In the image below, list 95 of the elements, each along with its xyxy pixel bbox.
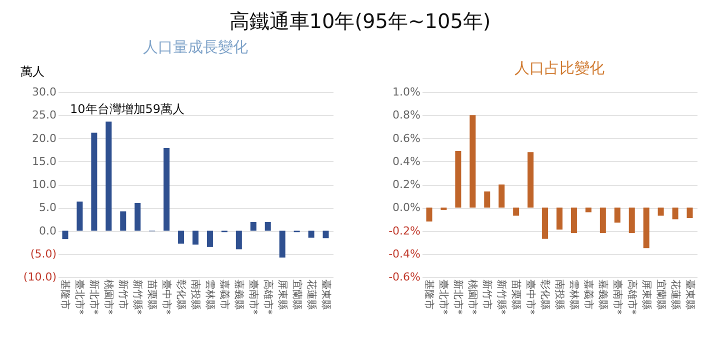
bar bbox=[672, 208, 678, 220]
bar bbox=[76, 202, 83, 231]
y-tick-label: -0.2% bbox=[388, 224, 420, 238]
x-tick-label: 臺東縣 bbox=[320, 280, 332, 310]
x-tick-label: 南投縣 bbox=[190, 280, 202, 310]
y-tick-label: 0.2% bbox=[392, 178, 420, 191]
bar bbox=[192, 230, 198, 245]
x-tick-label: 高雄市* bbox=[262, 280, 274, 314]
y-tick-label: 1.0% bbox=[392, 86, 420, 98]
bar bbox=[250, 222, 256, 231]
x-tick-label: 嘉義市 bbox=[582, 280, 594, 310]
x-tick-label: 新竹市 bbox=[117, 280, 130, 310]
x-tick-label: 屏東縣 bbox=[640, 280, 652, 310]
x-tick-label: 新竹縣* bbox=[496, 280, 508, 314]
bar bbox=[264, 222, 271, 231]
bar bbox=[236, 230, 242, 250]
bar bbox=[164, 148, 170, 231]
y-tick-label: -0.4% bbox=[388, 247, 420, 260]
y-tick-label: 0.6% bbox=[392, 132, 420, 145]
x-tick-label: 新北市* bbox=[452, 280, 464, 314]
bar bbox=[322, 230, 329, 238]
x-tick-label: 臺中市* bbox=[524, 280, 537, 314]
x-tick-label: 苗栗縣 bbox=[146, 280, 158, 310]
bar bbox=[628, 208, 635, 234]
bar bbox=[528, 152, 534, 208]
bar bbox=[120, 211, 126, 231]
x-tick-label: 臺中市* bbox=[160, 280, 173, 314]
bar bbox=[470, 115, 476, 208]
y-tick-label: 15.0 bbox=[32, 154, 56, 168]
x-tick-label: 宜蘭縣 bbox=[654, 280, 667, 310]
y-tick-label: (5.0) bbox=[30, 247, 56, 260]
x-tick-label: 雲林縣 bbox=[568, 280, 580, 310]
bar bbox=[106, 122, 112, 231]
bar bbox=[570, 208, 577, 234]
bar bbox=[279, 230, 286, 258]
x-tick-label: 宜蘭縣 bbox=[290, 280, 303, 310]
bar bbox=[542, 208, 548, 239]
y-tick-label: -0.6% bbox=[388, 270, 420, 284]
y-tick-label: 10.0 bbox=[32, 178, 56, 191]
x-tick-label: 臺南市* bbox=[611, 280, 624, 314]
x-tick-label: 嘉義縣 bbox=[596, 280, 609, 310]
bar bbox=[455, 150, 462, 208]
chart-title: 人口占比變化 bbox=[514, 59, 604, 77]
x-tick-label: 彰化縣 bbox=[539, 280, 552, 310]
x-tick-label: 桃園市* bbox=[466, 280, 479, 314]
y-tick-label: 0.8% bbox=[392, 108, 420, 122]
y-axis-title: 萬人 bbox=[20, 64, 44, 78]
bar bbox=[62, 230, 68, 240]
bar bbox=[556, 208, 562, 230]
x-tick-label: 新北市* bbox=[88, 280, 100, 314]
bar bbox=[585, 208, 592, 212]
x-tick-label: 基隆市 bbox=[59, 280, 72, 310]
y-tick-label: 30.0 bbox=[32, 86, 56, 98]
x-tick-label: 雲林縣 bbox=[204, 280, 216, 310]
x-tick-label: 嘉義縣 bbox=[232, 280, 245, 310]
x-tick-label: 基隆市 bbox=[423, 280, 436, 310]
x-tick-label: 屏東縣 bbox=[276, 280, 288, 310]
x-tick-label: 花蓮縣 bbox=[305, 280, 318, 310]
x-tick-label: 臺北市* bbox=[74, 280, 86, 314]
x-tick-label: 臺東縣 bbox=[684, 280, 696, 310]
x-tick-label: 高雄市* bbox=[626, 280, 638, 314]
bar bbox=[91, 132, 98, 231]
bar bbox=[614, 208, 620, 223]
y-tick-label: 0.0 bbox=[39, 224, 56, 238]
bar bbox=[686, 208, 693, 218]
bar bbox=[308, 230, 314, 238]
chart-title: 人口量成長變化 bbox=[143, 38, 248, 56]
x-tick-label: 花蓮縣 bbox=[669, 280, 682, 310]
x-tick-label: 臺南市* bbox=[247, 280, 260, 314]
bar bbox=[643, 208, 650, 248]
bar bbox=[178, 230, 184, 244]
y-tick-label: 0.0% bbox=[392, 201, 420, 214]
text: 高鐵通車10年(95年~105年) bbox=[228, 8, 492, 35]
x-tick-label: 南投縣 bbox=[554, 280, 566, 310]
x-tick-label: 苗栗縣 bbox=[510, 280, 522, 310]
x-tick-label: 新竹縣* bbox=[132, 280, 144, 314]
bar bbox=[513, 208, 520, 216]
annotation: 10年台灣增加59萬人 bbox=[70, 102, 185, 116]
x-tick-label: 臺北市* bbox=[438, 280, 450, 314]
bar bbox=[600, 208, 606, 234]
bar bbox=[134, 203, 141, 231]
x-tick-label: 桃園市* bbox=[102, 280, 115, 314]
bar bbox=[484, 191, 490, 208]
bar bbox=[206, 230, 213, 247]
y-tick-label: 25.0 bbox=[32, 108, 56, 122]
x-tick-label: 彰化縣 bbox=[175, 280, 188, 310]
y-tick-label: (10.0) bbox=[23, 270, 56, 284]
y-tick-label: 0.4% bbox=[392, 154, 420, 168]
y-tick-label: 5.0 bbox=[39, 201, 56, 214]
x-tick-label: 嘉義市 bbox=[218, 280, 230, 310]
x-tick-label: 新竹市 bbox=[481, 280, 494, 310]
bar bbox=[498, 184, 505, 208]
bar bbox=[426, 208, 432, 222]
bar bbox=[658, 208, 664, 216]
y-tick-label: 20.0 bbox=[32, 132, 56, 145]
